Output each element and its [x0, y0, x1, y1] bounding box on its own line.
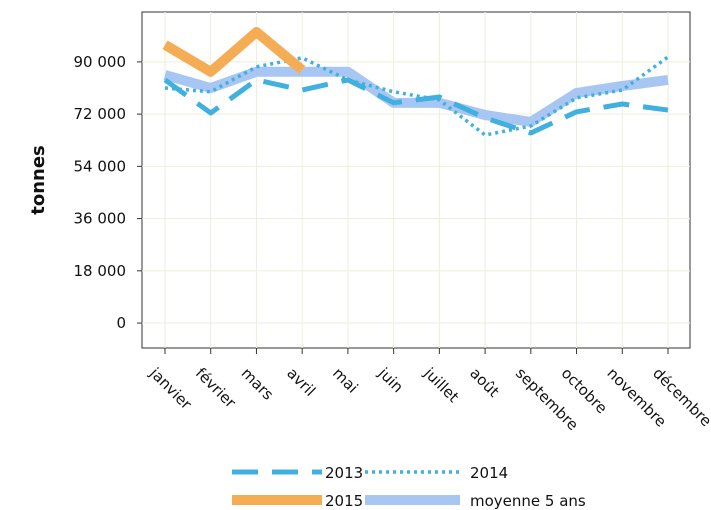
series-line — [164, 55, 670, 137]
series-line — [163, 77, 669, 136]
legend-label: 2013 — [325, 464, 363, 482]
legend-label: 2015 — [325, 492, 363, 510]
plot-frame — [141, 11, 691, 349]
legend-label: 2014 — [470, 464, 508, 482]
series-line — [162, 27, 306, 77]
legend-label: moyenne 5 ans — [470, 492, 586, 510]
x-tick-label: juillet — [420, 363, 463, 406]
y-tick-label: 36 000 — [74, 210, 127, 228]
x-tick-label: avril — [283, 364, 319, 400]
x-tick-label: mars — [238, 364, 278, 404]
y-tick-label: 54 000 — [74, 157, 127, 175]
y-axis-label: tonnes — [28, 145, 49, 215]
series-line — [163, 66, 669, 127]
y-tick-label: 0 — [116, 314, 126, 332]
x-tick-label: juin — [374, 363, 407, 396]
y-tick-label: 90 000 — [74, 53, 127, 71]
y-tick-label: 72 000 — [74, 105, 127, 123]
y-tick-label: 18 000 — [74, 262, 127, 280]
x-tick-label: août — [466, 364, 503, 401]
x-tick-label: mai — [329, 364, 362, 397]
x-tick-label: février — [192, 364, 240, 412]
x-tick-label: janvier — [145, 363, 195, 413]
